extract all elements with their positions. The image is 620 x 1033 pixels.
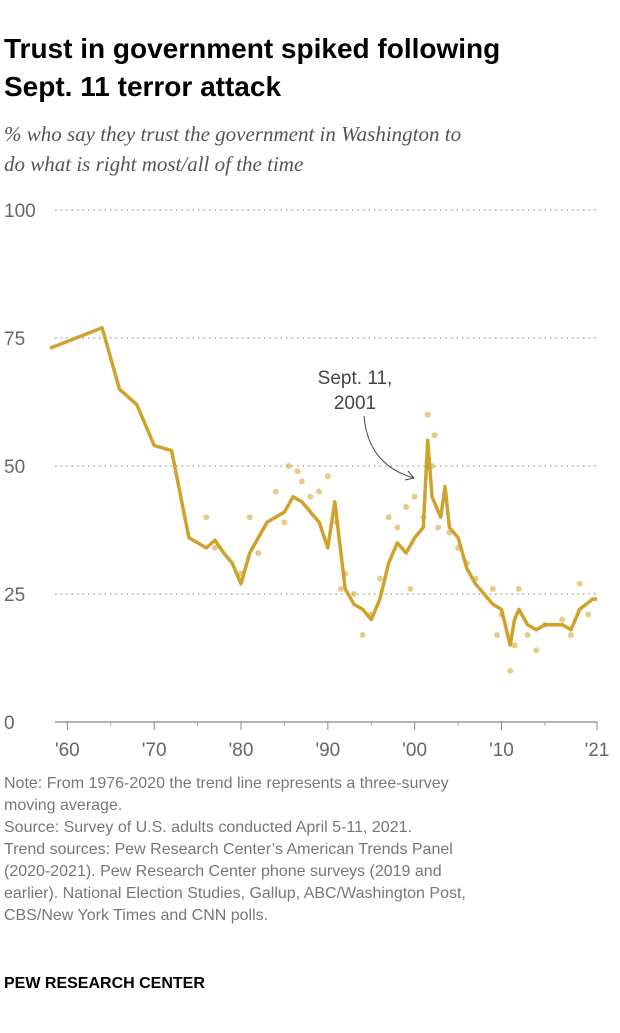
annotation-arrowhead xyxy=(404,470,415,481)
survey-point xyxy=(255,550,262,557)
survey-point xyxy=(567,631,574,638)
x-tick-label: '21 xyxy=(585,740,610,761)
survey-point xyxy=(533,647,540,654)
x-tick-label: '90 xyxy=(315,740,340,761)
survey-point xyxy=(559,616,566,623)
subtitle: % who say they trust the government in W… xyxy=(4,122,461,146)
note: CBS/New York Times and CNN polls. xyxy=(4,907,268,924)
survey-point xyxy=(246,514,253,521)
survey-point xyxy=(350,591,357,597)
survey-point xyxy=(411,493,418,500)
y-tick-label: 75 xyxy=(4,329,25,350)
note: earlier). National Election Studies, Gal… xyxy=(4,885,466,902)
survey-point xyxy=(316,488,323,495)
survey-point xyxy=(515,585,522,592)
survey-point xyxy=(307,493,314,500)
y-tick-label: 25 xyxy=(4,585,25,606)
note: Trend sources: Pew Research Center’s Ame… xyxy=(4,841,453,858)
chart-title: Sept. 11 terror attack xyxy=(4,71,281,102)
survey-point xyxy=(507,667,514,674)
survey-point xyxy=(435,524,442,531)
annotation-arrow xyxy=(363,415,415,479)
chart-title: Trust in government spiked following xyxy=(4,33,500,64)
survey-point xyxy=(407,585,414,592)
y-tick-label: 50 xyxy=(4,457,25,478)
survey-point xyxy=(272,488,279,495)
survey-point xyxy=(489,585,496,592)
survey-point xyxy=(431,432,438,439)
trend-line xyxy=(49,326,597,647)
note: (2020-2021). Pew Research Center phone s… xyxy=(4,863,442,880)
survey-point xyxy=(211,544,218,551)
x-tick-label: '60 xyxy=(55,740,80,761)
survey-point xyxy=(359,631,366,638)
survey-point xyxy=(385,514,392,521)
survey-point xyxy=(285,463,292,469)
x-tick-label: '00 xyxy=(402,740,427,761)
survey-point xyxy=(324,473,331,480)
survey-point xyxy=(281,519,288,526)
survey-point xyxy=(298,478,305,485)
survey-point xyxy=(424,411,431,418)
survey-point xyxy=(203,514,210,521)
x-tick-label: '80 xyxy=(229,740,254,761)
y-tick-label: 100 xyxy=(4,201,36,222)
note: Source: Survey of U.S. adults conducted … xyxy=(4,819,412,836)
survey-point xyxy=(576,580,583,587)
y-tick-label: 0 xyxy=(4,713,15,734)
annotation: Sept. 11, xyxy=(318,368,393,389)
survey-point xyxy=(337,585,344,592)
x-tick-label: '70 xyxy=(142,740,167,761)
survey-point xyxy=(294,468,301,475)
survey-point xyxy=(402,503,409,510)
footer: PEW RESEARCH CENTER xyxy=(4,975,205,992)
survey-point xyxy=(524,631,531,638)
subtitle: do what is right most/all of the time xyxy=(4,152,303,176)
survey-point xyxy=(585,611,592,618)
survey-point xyxy=(494,631,501,638)
x-tick-label: '10 xyxy=(489,740,514,761)
survey-point xyxy=(376,575,383,582)
note: moving average. xyxy=(4,797,122,814)
survey-point xyxy=(511,642,518,649)
survey-point xyxy=(394,524,401,531)
notes: Note: From 1976-2020 the trend line repr… xyxy=(4,775,466,924)
note: Note: From 1976-2020 the trend line repr… xyxy=(4,775,449,792)
annotation: 2001 xyxy=(334,393,376,414)
